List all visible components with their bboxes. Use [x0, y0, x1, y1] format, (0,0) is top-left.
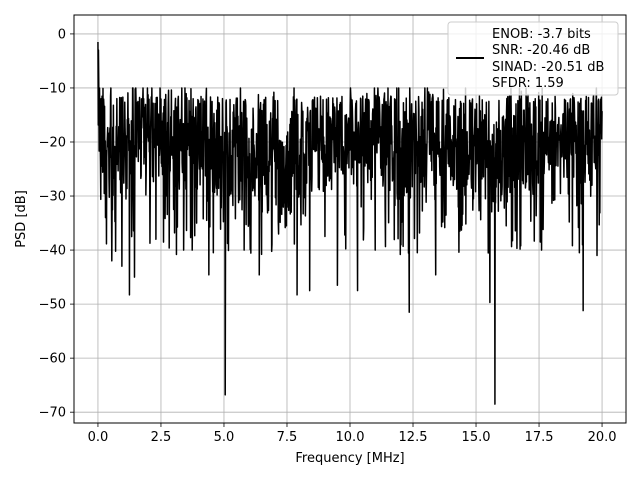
x-axis-ticks: 0.0 2.5 5.0 7.5 10.0 12.5 15.0 17.5 20.0 [88, 423, 617, 445]
y-tick-label: 0 [58, 27, 66, 42]
x-tick-label: 20.0 [588, 430, 617, 445]
y-axis-ticks: 0 −10 −20 −30 −40 −50 −60 −70 [39, 27, 74, 421]
y-tick-label: −10 [39, 81, 66, 96]
y-tick-label: −50 [39, 298, 66, 313]
psd-series [97, 42, 603, 405]
x-tick-label: 15.0 [462, 430, 491, 445]
legend-enob: ENOB: -3.7 bits [492, 27, 591, 42]
legend: ENOB: -3.7 bits SNR: -20.46 dB SINAD: -2… [447, 21, 619, 96]
legend-sfdr: SFDR: 1.59 [492, 76, 564, 91]
psd-line [97, 42, 603, 405]
legend-box [447, 21, 619, 96]
x-tick-label: 12.5 [399, 430, 428, 445]
x-tick-label: 2.5 [151, 430, 172, 445]
x-tick-label: 0.0 [88, 430, 109, 445]
y-tick-label: −20 [39, 135, 66, 150]
x-tick-label: 17.5 [525, 430, 554, 445]
y-tick-label: −30 [39, 190, 66, 205]
legend-snr: SNR: -20.46 dB [492, 43, 590, 58]
legend-sinad: SINAD: -20.51 dB [492, 60, 604, 75]
y-axis-label: PSD [dB] [14, 190, 29, 248]
x-tick-label: 10.0 [336, 430, 365, 445]
y-tick-label: −60 [39, 352, 66, 367]
x-tick-label: 5.0 [214, 430, 235, 445]
x-axis-label: Frequency [MHz] [295, 451, 404, 466]
x-tick-label: 7.5 [277, 430, 298, 445]
y-tick-label: −40 [39, 244, 66, 259]
y-tick-label: −70 [39, 406, 66, 421]
